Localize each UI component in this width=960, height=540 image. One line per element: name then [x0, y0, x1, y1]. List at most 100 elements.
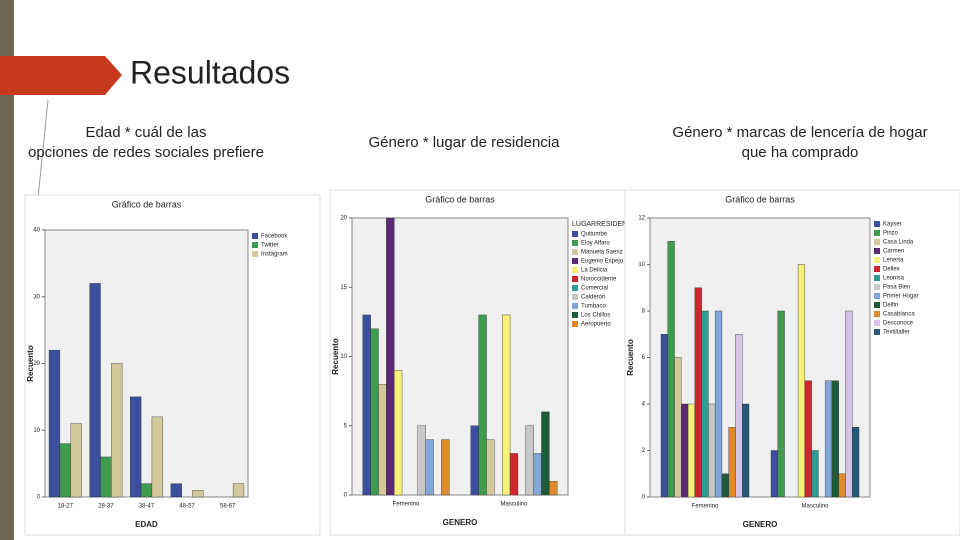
legend-label: Dellex [883, 267, 900, 273]
bar [89, 283, 101, 498]
chart-title: Gráfico de barras [425, 194, 495, 204]
bar [824, 380, 833, 498]
y-tick-label: 0 [344, 493, 348, 499]
side-bar [0, 0, 14, 540]
legend-swatch [874, 257, 880, 263]
legend-label: Twitter [261, 243, 279, 249]
bar [549, 480, 558, 496]
legend-swatch [874, 320, 880, 326]
y-axis-label: Recuento [331, 338, 340, 375]
slide-title: Resultados [130, 54, 290, 90]
bar [845, 310, 853, 498]
legend-swatch [874, 302, 880, 308]
bar [797, 264, 806, 498]
legend-label: Manuela Saenz [581, 250, 623, 256]
legend-swatch [572, 321, 578, 327]
bar [852, 427, 860, 498]
bar [478, 314, 487, 496]
bar [59, 443, 71, 498]
legend-label: La Delicia [581, 268, 608, 274]
bar [70, 423, 82, 498]
bar [509, 453, 519, 496]
x-axis-label: EDAD [135, 520, 158, 529]
bar [362, 314, 371, 496]
legend-label: Aeropuerto [581, 322, 611, 328]
legend-title: LUGARRESIDEN [572, 221, 627, 228]
y-tick-label: 0 [37, 495, 41, 501]
caption: Género * lugar de residencia [369, 134, 561, 151]
bar [714, 310, 723, 498]
legend-swatch [874, 329, 880, 335]
legend-swatch [874, 284, 880, 290]
bar [735, 334, 743, 498]
bar [151, 416, 163, 498]
legend-label: Facebook [261, 234, 288, 240]
legend-label: Eloy Alfaro [581, 241, 610, 247]
bar [831, 380, 839, 498]
chart-title: Gráfico de barras [725, 194, 795, 204]
legend-label: Casablanca [883, 312, 915, 318]
y-tick-label: 10 [340, 354, 347, 360]
legend-label: Lenerta [883, 258, 904, 264]
legend-label: Textiltaller [883, 330, 910, 336]
y-tick-label: 10 [638, 262, 645, 268]
legend-swatch [572, 294, 578, 300]
legend-label: Eugenio Espejo [581, 259, 624, 265]
legend-swatch [572, 240, 578, 246]
legend-label: Delfin [883, 303, 898, 309]
y-tick-label: 20 [33, 361, 40, 367]
bar [417, 425, 426, 496]
legend-swatch [874, 266, 880, 272]
legend-swatch [572, 258, 578, 264]
bar [370, 328, 379, 496]
legend-swatch [874, 230, 880, 236]
x-tick-label: 48-57 [179, 504, 195, 510]
bar [425, 439, 434, 496]
legend-label: Instagram [261, 252, 288, 258]
legend-swatch [572, 276, 578, 282]
legend-label: Pinzo [883, 231, 899, 237]
bar [111, 363, 123, 498]
legend-swatch [572, 231, 578, 237]
bar [100, 456, 112, 498]
bar [486, 439, 495, 496]
y-tick-label: 5 [344, 423, 348, 429]
legend-swatch [572, 267, 578, 273]
chart-title: Gráfico de barras [112, 199, 182, 209]
y-tick-label: 10 [33, 428, 40, 434]
bar [681, 403, 689, 498]
y-tick-label: 40 [33, 228, 40, 234]
legend-swatch [252, 251, 258, 257]
y-axis-label: Recuento [626, 339, 635, 376]
bar [701, 310, 709, 498]
bar [728, 427, 736, 498]
bar [811, 450, 819, 498]
bar [502, 314, 511, 496]
legend-swatch [874, 311, 880, 317]
x-axis-label: GENERO [443, 518, 478, 527]
legend-swatch [874, 248, 880, 254]
y-tick-label: 12 [638, 216, 645, 222]
bar [386, 217, 395, 496]
y-tick-label: 2 [642, 448, 646, 454]
x-tick-label: Masculino [500, 502, 528, 508]
legend-label: Kayser [883, 222, 902, 228]
legend-label: Desconoce [883, 321, 914, 327]
y-tick-label: 0 [642, 495, 646, 501]
bar [130, 396, 142, 498]
y-axis-label: Recuento [26, 345, 35, 382]
legend-label: Calderón [581, 295, 605, 301]
x-tick-label: 58-67 [220, 504, 236, 510]
bar [441, 439, 450, 496]
bar [708, 403, 716, 498]
y-tick-label: 4 [642, 402, 646, 408]
bar [660, 334, 668, 498]
bar [721, 473, 729, 498]
legend-swatch [572, 312, 578, 318]
bar [232, 483, 245, 498]
bar [687, 403, 696, 498]
bar [541, 411, 550, 496]
legend-swatch [874, 275, 880, 281]
bar [48, 349, 61, 498]
